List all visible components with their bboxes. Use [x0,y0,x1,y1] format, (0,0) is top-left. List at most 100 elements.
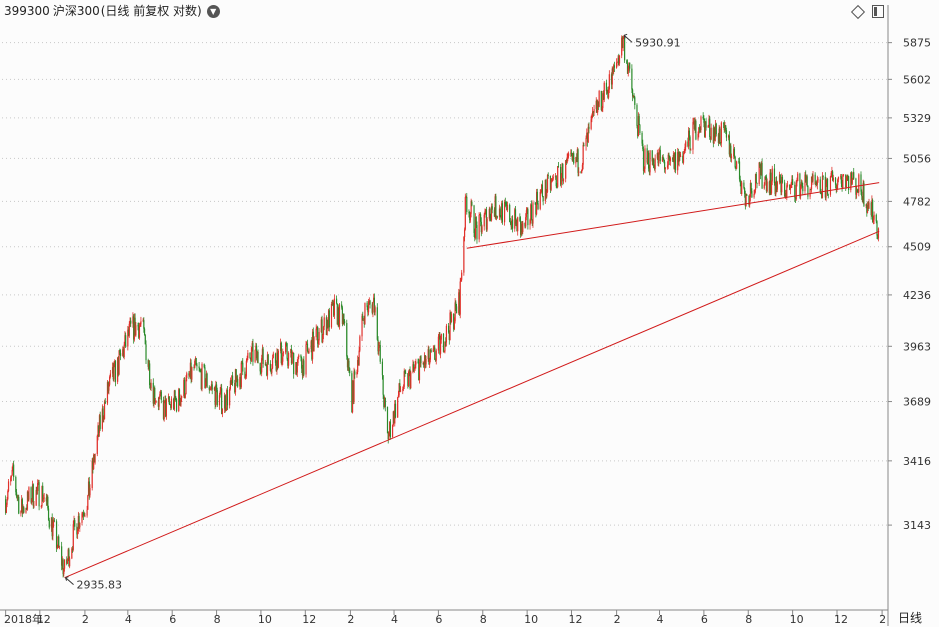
candle-body [379,345,381,362]
candle-body [750,182,752,192]
candle-body [407,373,409,386]
candle-body [83,515,85,517]
candle-body [18,496,20,514]
candle-body [677,152,680,162]
candle-body [442,333,445,352]
candle-body [237,378,239,387]
candle-body [394,403,396,424]
candle-body [388,432,390,440]
candle-body [362,315,364,321]
candle-body [490,206,493,221]
candle-body [91,460,93,488]
candle-body [634,97,636,105]
x-tick-label: 8 [745,613,752,626]
panel-toggle-icon[interactable] [872,5,884,18]
candle-body [220,388,222,391]
annotation-label: 5930.91 [635,36,681,49]
candle-body [122,349,124,356]
candle-body [811,176,813,182]
candle-body [155,400,157,402]
candle-body [832,177,834,181]
candle-body [710,127,712,140]
candle-body [193,366,195,368]
candle-body [682,155,684,163]
candle-body [149,385,151,389]
candle-body [92,460,94,470]
candle-body [295,362,297,375]
candle-body [698,127,700,135]
candle-body [470,201,472,214]
candle-body [848,176,850,190]
candle-body [840,176,842,178]
candle-body [79,522,81,528]
candle-body [178,389,180,412]
candle-body [529,219,531,226]
candle-body [685,141,687,148]
candle-body [485,209,487,212]
candle-body [183,379,185,397]
candle-body [420,356,422,364]
candle-body [305,344,307,375]
candle-body [205,382,207,388]
candle-body [21,499,23,514]
candle-body [770,172,772,194]
candle-body [114,361,117,382]
candle-body [165,399,167,417]
candle-body [139,324,141,326]
candle-body [224,395,226,411]
candle-body [626,63,629,74]
candle-body [412,364,414,373]
candle-body [6,499,8,505]
candle-body [373,297,376,313]
candle-body [550,181,552,190]
candle-body [498,208,501,217]
candle-body [672,158,674,160]
candle-body [668,154,670,157]
candle-body [577,149,579,173]
candle-body [454,302,456,322]
candle-body [776,182,778,190]
candle-body [337,308,339,325]
candle-body [646,148,648,163]
candle-body [58,536,60,547]
candle-body [632,89,634,97]
candle-body [321,319,323,342]
candle-body [69,558,71,567]
candle-body [707,125,709,128]
candle-body [705,121,707,128]
candle-body [583,145,585,147]
candle-body [596,100,598,113]
candle-body [205,373,207,383]
candle-body [43,497,45,499]
candle-body [418,363,421,381]
candle-body [331,303,333,306]
candle-body [618,57,620,64]
candle-body [631,68,633,90]
candle-body [570,152,572,154]
candle-body [835,184,837,189]
candle-body [692,122,694,150]
candle-body [588,126,590,129]
chevron-down-icon[interactable]: ▼ [206,4,220,18]
candle-body [474,217,477,239]
candle-body [86,509,88,516]
candle-body [700,116,702,130]
candle-body [143,320,145,329]
candle-body [164,399,166,401]
candle-body [191,366,193,380]
candle-body [593,109,595,113]
candle-body [433,347,435,349]
candle-body [147,360,149,367]
candle-body [216,390,218,406]
candle-body [500,215,502,219]
candle-body [281,361,283,364]
period-label[interactable]: 日线 [898,611,923,625]
candle-body [135,325,137,336]
candle-body [221,408,223,415]
candle-body [501,203,504,223]
candle-body [748,195,750,205]
candle-body [510,222,512,227]
trendline [466,182,880,249]
candle-body [862,182,864,202]
